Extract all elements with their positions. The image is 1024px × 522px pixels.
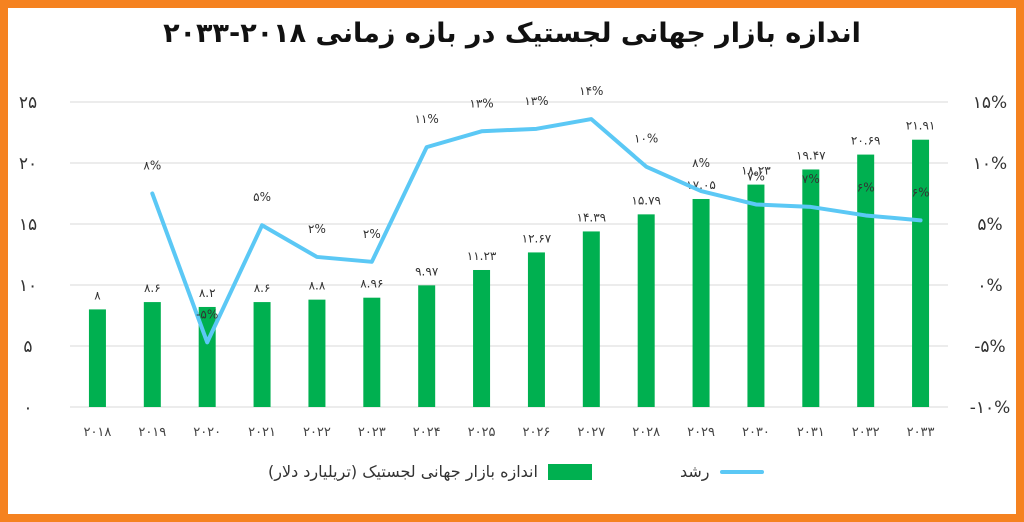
growth-line: [150, 117, 923, 345]
x-axis-tick-label: ۲۰۳۱: [797, 425, 825, 440]
growth-line-series: [150, 117, 923, 345]
growth-data-label: ۱۱%: [415, 112, 439, 126]
bar: [747, 184, 765, 407]
x-axis-tick-label: ۲۰۲۳: [358, 425, 386, 440]
right-axis-tick-label: ۰%: [977, 276, 1002, 296]
growth-data-label: ۱۳%: [524, 94, 548, 108]
growth-data-labels: ۸% -۵% ۵% ۲% ۲% ۱۱% ۱۳% ۱۳% ۱۴% ۱۰% ۸% ۷% ۷% ۶% ۶%: [143, 84, 929, 321]
left-axis-tick-label: ۱۵: [19, 215, 37, 235]
growth-data-label: ۵%: [253, 190, 271, 204]
chart-title: اندازه بازار جهانی لجستیک در بازه زمانی …: [163, 18, 861, 49]
right-axis-tick-label: ۱۵%: [973, 93, 1007, 113]
bar-data-label: ۲۱.۹۱: [906, 119, 936, 133]
left-axis-tick-label: ۵: [23, 337, 32, 357]
right-axis-ticks: -۱۰% -۵% ۰% ۵% ۱۰% ۱۵%: [970, 93, 1011, 418]
bar-data-label: ۱۵.۷۹: [631, 193, 661, 207]
growth-data-label: ۲%: [308, 222, 326, 236]
bar: [253, 302, 271, 407]
bar: [692, 198, 710, 407]
legend-label-market-size: اندازه بازار جهانی لجستیک (تریلیارد دلار…: [268, 462, 538, 481]
bar: [143, 302, 161, 407]
bar: [308, 299, 326, 407]
growth-data-label: ۸%: [143, 159, 161, 173]
left-axis-tick-label: ۰: [23, 398, 32, 418]
bar: [418, 285, 436, 407]
bar: [527, 252, 545, 407]
bar-data-label: ۸.۶: [254, 281, 271, 295]
right-axis-tick-label: ۱۰%: [973, 154, 1007, 174]
x-axis-tick-label: ۲۰۲۶: [522, 425, 550, 440]
bar-data-label: ۹.۹۷: [415, 264, 439, 278]
right-axis-tick-label: -۱۰%: [970, 398, 1011, 418]
bar: [637, 214, 655, 407]
bar-data-label: ۱۴.۳۹: [577, 210, 607, 224]
bar-series: [88, 139, 930, 407]
growth-data-label: ۷%: [802, 172, 820, 186]
left-axis-tick-label: ۲۵: [19, 93, 37, 113]
bar: [363, 297, 381, 407]
bar: [582, 231, 600, 407]
bar: [802, 169, 820, 407]
x-axis-tick-label: ۲۰۲۰: [193, 425, 221, 440]
legend-item-market-size: اندازه بازار جهانی لجستیک (تریلیارد دلار…: [268, 462, 592, 481]
x-axis-tick-label: ۲۰۲۵: [468, 425, 496, 440]
growth-data-label: ۲%: [363, 227, 381, 241]
growth-data-label: ۱۳%: [469, 96, 493, 110]
legend-item-growth: رشد: [680, 462, 764, 481]
x-axis-tick-label: ۲۰۳۳: [907, 425, 935, 440]
bar-data-label: ۱۱.۲۳: [467, 249, 497, 263]
growth-data-label: -۵%: [196, 307, 218, 321]
bar: [88, 309, 106, 407]
x-axis-tick-label: ۲۰۱۹: [138, 425, 166, 440]
bar-data-label: ۱۲.۶۷: [522, 231, 552, 245]
x-axis-tick-label: ۲۰۲۹: [687, 425, 715, 440]
bar: [473, 269, 491, 407]
x-axis-tick-label: ۲۰۲۲: [303, 425, 331, 440]
bar-data-label: ۸.۹۶: [360, 277, 383, 291]
right-axis-tick-label: ۵%: [977, 215, 1002, 235]
bar-data-label: ۸: [94, 288, 101, 302]
x-axis-tick-label: ۲۰۲۷: [577, 425, 605, 440]
bar-data-label: ۸.۲: [199, 286, 216, 300]
bar-data-label: ۸.۸: [309, 279, 326, 293]
x-axis-tick-label: ۲۰۲۱: [248, 425, 276, 440]
bar: [912, 139, 930, 407]
bar-data-labels: ۸ ۸.۶ ۸.۲ ۸.۶ ۸.۸ ۸.۹۶ ۹.۹۷ ۱۱.۲۳ ۱۲.۶۷ ۱۴.۳۹ ۱۵.۷…: [94, 119, 935, 303]
legend: اندازه بازار جهانی لجستیک (تریلیارد دلار…: [0, 462, 1024, 492]
x-axis-ticks: ۲۰۱۸ ۲۰۱۹ ۲۰۲۰ ۲۰۲۱ ۲۰۲۲ ۲۰۲۳ ۲۰۲۴ ۲۰۲۵ ۲۰۲۶ ۲۰۲۷…: [83, 425, 934, 440]
growth-data-label: ۸%: [692, 156, 710, 170]
bar-data-label: ۸.۶: [144, 281, 161, 295]
left-axis-ticks: ۰ ۵ ۱۰ ۱۵ ۲۰ ۲۵: [19, 93, 37, 418]
x-axis-tick-label: ۲۰۲۸: [632, 425, 660, 440]
legend-label-growth: رشد: [680, 462, 710, 481]
bar-data-label: ۱۸.۲۳: [741, 164, 771, 178]
x-axis-tick-label: ۲۰۲۴: [413, 425, 441, 440]
growth-data-label: ۷%: [747, 169, 765, 183]
legend-swatch-line: [719, 469, 764, 474]
x-axis-tick-label: ۲۰۳۲: [852, 425, 880, 440]
left-axis-tick-label: ۱۰: [19, 276, 37, 296]
growth-data-label: ۶%: [912, 185, 930, 199]
legend-swatch-bar: [547, 463, 592, 480]
growth-data-label: ۱۴%: [579, 84, 603, 98]
growth-data-label: ۶%: [857, 180, 875, 194]
x-axis-tick-label: ۲۰۱۸: [83, 425, 111, 440]
bar-data-label: ۱۹.۴۷: [796, 148, 826, 162]
right-axis-tick-label: -۵%: [974, 337, 1005, 357]
bar-data-label: ۲۰.۶۹: [851, 134, 881, 148]
x-axis-tick-label: ۲۰۳۰: [742, 425, 770, 440]
grid-lines: [70, 101, 948, 408]
left-axis-tick-label: ۲۰: [19, 154, 37, 174]
growth-data-label: ۱۰%: [634, 132, 658, 146]
